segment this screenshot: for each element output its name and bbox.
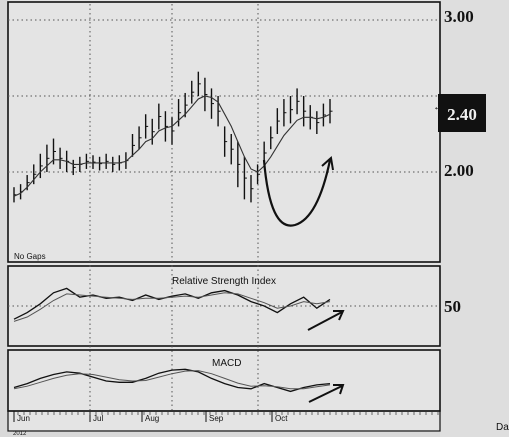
rsi-lines (13, 287, 331, 322)
date-axis-frame (7, 410, 441, 432)
price-pointer-arrow-icon: ← (433, 101, 444, 113)
cup-arrow-head-icon (321, 156, 334, 171)
rsi-arrow-head-icon (333, 310, 345, 321)
rsi-y-tick-label: 50 (444, 297, 461, 316)
price-y-tick-label: 2.00 (444, 161, 474, 180)
no-gaps-label: No Gaps (14, 252, 46, 261)
rsi-line (13, 287, 331, 320)
rsi-title: Relative Strength Index (172, 276, 276, 287)
last-price-badge (438, 94, 486, 132)
date-axis-ticks: Jun Jul Aug Sep Oct (13, 411, 439, 423)
x-tick-label: Jun (17, 414, 30, 423)
rsi-trend-arrow (307, 311, 343, 331)
price-moving-average-line (13, 95, 331, 197)
right-axis-label: Da (496, 422, 509, 433)
x-tick-label: Jul (93, 414, 103, 423)
plot-background (8, 0, 440, 432)
macd-arrow-head-icon (333, 384, 345, 395)
year-label: 2012 (13, 431, 27, 437)
rsi-signal-line (13, 292, 331, 322)
x-tick-label: Sep (209, 414, 224, 423)
x-tick-label: Aug (145, 414, 159, 423)
macd-signal-line (13, 370, 331, 390)
last-price-badge-label: 2.40 (447, 105, 477, 124)
macd-title: MACD (212, 358, 241, 369)
macd-lines (13, 368, 331, 393)
axis-background (440, 0, 509, 437)
macd-trend-arrow (308, 385, 343, 403)
x-tick-label: Oct (275, 414, 288, 423)
cup-annotation (262, 159, 332, 227)
price-y-tick-label: 3.00 (444, 7, 474, 26)
macd-line (13, 368, 331, 393)
